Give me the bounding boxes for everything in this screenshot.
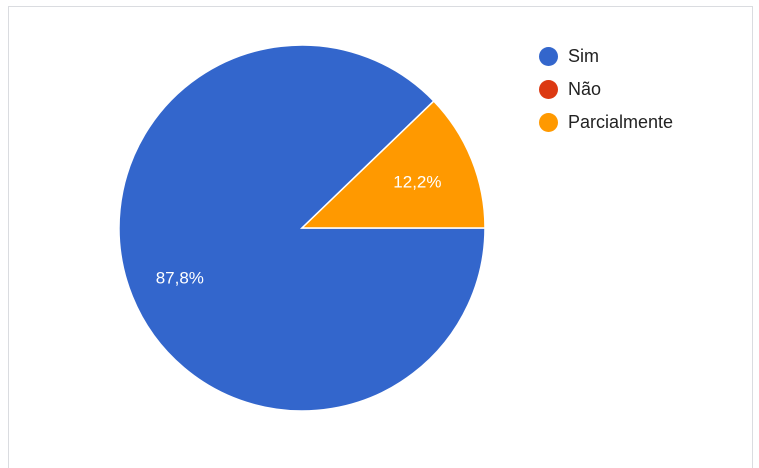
legend-label-nao: Não xyxy=(568,79,602,99)
clipped-caption xyxy=(0,0,759,8)
legend-swatch-sim xyxy=(539,47,558,66)
pie-slice-parcialmente xyxy=(300,100,486,229)
legend-label-parcialmente: Parcialmente xyxy=(568,112,674,132)
legend-swatch-nao xyxy=(539,80,558,99)
slice-label-sim: 87,8% xyxy=(156,268,204,287)
chart-legend: Sim Não Parcialmente xyxy=(539,40,673,139)
legend-label-sim: Sim xyxy=(568,46,599,66)
legend-item-parcialmente: Parcialmente xyxy=(539,106,673,139)
legend-item-sim: Sim xyxy=(539,40,673,73)
slice-label-parcialmente: 12,2% xyxy=(393,172,441,191)
legend-swatch-parcialmente xyxy=(539,113,558,132)
legend-item-nao: Não xyxy=(539,73,673,106)
chart-frame xyxy=(8,6,753,468)
